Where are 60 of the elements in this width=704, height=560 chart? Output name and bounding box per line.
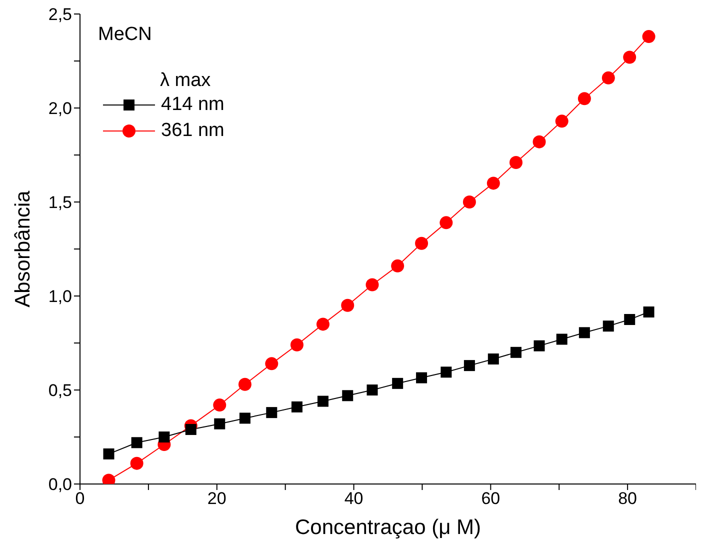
point (462, 196, 476, 208)
point (131, 437, 142, 448)
point (623, 50, 636, 64)
point (214, 418, 226, 430)
point (391, 259, 404, 272)
y-axis-title: Absorbância (11, 190, 34, 308)
x-tick-label: 20 (207, 489, 226, 508)
point (555, 114, 568, 128)
point (642, 30, 656, 44)
point (440, 216, 453, 230)
point (265, 357, 278, 370)
x-tick-label: 80 (618, 489, 638, 508)
point (510, 346, 522, 358)
point (624, 314, 636, 325)
y-tick-label: 0,0 (48, 475, 72, 494)
point (488, 353, 499, 364)
legend-label: 361 nm (161, 120, 224, 142)
point (556, 334, 568, 345)
point (158, 432, 170, 442)
point (239, 412, 250, 424)
annotation: MeCN (98, 24, 152, 46)
point (103, 448, 114, 460)
point (415, 236, 428, 250)
point (317, 396, 328, 407)
point (509, 156, 522, 170)
point (464, 360, 475, 372)
point (316, 318, 330, 331)
point (578, 92, 591, 106)
x-axis-title: Concentraçao (μ M) (295, 516, 481, 539)
point (366, 384, 378, 396)
point (643, 306, 654, 318)
point (342, 390, 354, 402)
point (213, 398, 226, 412)
point (602, 71, 615, 84)
point (392, 378, 404, 389)
point (290, 338, 304, 352)
point (440, 366, 452, 378)
y-tick-label: 2,5 (48, 5, 72, 24)
point (291, 401, 302, 412)
y-tick-label: 1,0 (48, 287, 72, 306)
point (578, 327, 590, 338)
point (416, 372, 428, 384)
point (238, 378, 252, 391)
point (534, 340, 545, 352)
x-tick-label: 60 (481, 489, 500, 508)
point (130, 456, 144, 470)
y-tick-label: 1,5 (48, 193, 72, 212)
point (532, 135, 546, 148)
y-tick-label: 2,0 (48, 99, 72, 118)
legend-title: λ max (159, 70, 212, 92)
point (341, 298, 354, 312)
point (266, 407, 278, 418)
point (486, 176, 500, 190)
point (602, 320, 614, 332)
x-tick-label: 0 (75, 489, 85, 508)
legend-label: 414 nm (161, 94, 224, 116)
y-tick-label: 0,5 (48, 381, 72, 400)
point (185, 424, 196, 435)
point (366, 278, 379, 292)
x-tick-label: 40 (344, 489, 364, 508)
